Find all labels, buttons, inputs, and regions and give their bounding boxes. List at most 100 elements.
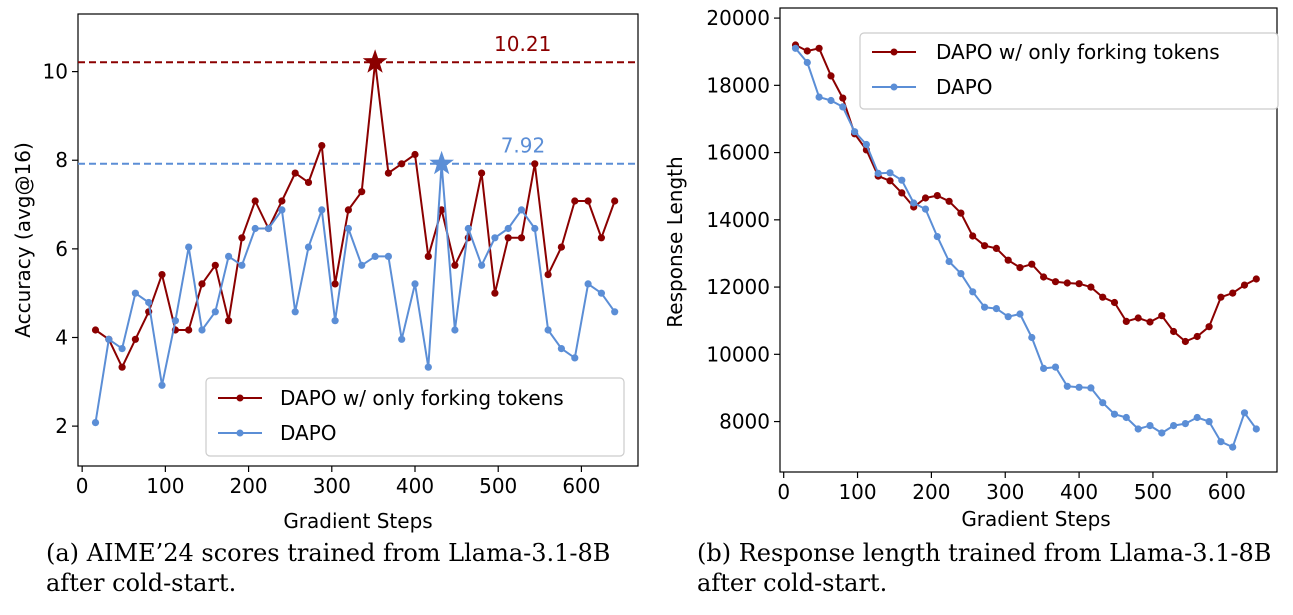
x-axis-ticks: 0 100 200 300 400 500 600: [777, 472, 1246, 504]
data-point: [1158, 429, 1166, 437]
data-point: [238, 261, 246, 269]
series-line: [794, 47, 1258, 449]
data-point: [886, 177, 894, 185]
data-point: [251, 224, 259, 233]
data-point: [1229, 443, 1237, 451]
data-point: [211, 308, 219, 316]
data-point: [544, 271, 552, 279]
caption-a: (a) AIME’24 scores trained from Llama-3.…: [46, 538, 656, 598]
data-point: [1170, 327, 1178, 336]
data-point: [969, 288, 977, 296]
axes-frame: [779, 7, 1278, 473]
data-point: [278, 197, 286, 205]
data-point: [238, 234, 246, 242]
data-point: [398, 160, 406, 168]
axes-frame: [77, 13, 639, 467]
x-tick-label: 500: [1134, 480, 1172, 504]
y-tick-label: 20000: [706, 6, 770, 30]
data-point: [992, 305, 1000, 313]
legend-frame: [859, 32, 1279, 110]
y-tick-label: 8: [55, 148, 68, 172]
data-point: [504, 224, 512, 233]
legend: DAPO w/ only forking tokens DAPO: [859, 32, 1279, 110]
data-point: [251, 197, 259, 205]
data-point: [291, 169, 299, 177]
data-point: [531, 160, 539, 168]
data-point: [969, 232, 977, 240]
data-point: [304, 243, 313, 251]
legend: DAPO w/ only forking tokens DAPO: [205, 377, 625, 457]
caption-label: (b): [697, 539, 732, 567]
legend-swatch-marker: [890, 48, 898, 56]
data-point: [198, 326, 206, 334]
data-point: [304, 178, 313, 186]
data-point: [1252, 275, 1260, 283]
data-point: [1110, 298, 1119, 307]
data-point: [1063, 279, 1071, 287]
y-axis-ticks: 2 4 6 8 10: [43, 60, 78, 438]
data-point: [1134, 314, 1142, 322]
data-point: [211, 261, 219, 269]
data-point: [945, 197, 953, 205]
data-point: [331, 280, 339, 288]
data-point: [1181, 337, 1189, 346]
data-point: [803, 58, 811, 67]
data-point: [398, 335, 406, 343]
x-tick-label: 500: [479, 474, 517, 498]
data-point: [1170, 422, 1178, 430]
data-point: [1028, 260, 1036, 268]
data-point: [1193, 413, 1201, 422]
data-point: [898, 176, 906, 184]
data-point: [874, 169, 882, 177]
data-point: [464, 224, 472, 233]
x-tick-label: 0: [76, 474, 89, 498]
data-point: [331, 317, 339, 325]
data-point: [1051, 278, 1060, 286]
y-tick-label: 4: [55, 325, 68, 349]
reference-lines: [78, 61, 638, 165]
data-point: [451, 261, 459, 269]
best-value-label: 10.21: [494, 32, 551, 56]
y-axis-label: Response Length: [663, 156, 687, 327]
data-point: [185, 243, 193, 251]
legend-label: DAPO: [280, 421, 337, 445]
data-point: [1004, 313, 1012, 321]
data-point: [1016, 264, 1024, 272]
series-line: [94, 61, 616, 369]
response-length-chart: 0 100 200 300 400 500 600 8000 10000 12000 14000 1…: [663, 6, 1279, 531]
data-point: [438, 206, 446, 214]
data-point: [1110, 410, 1119, 418]
data-point: [424, 252, 432, 260]
series: [791, 44, 1260, 451]
data-point: [185, 326, 193, 334]
data-point: [1205, 323, 1213, 331]
x-axis-ticks: 0 100 200 300 400 500 600: [76, 466, 601, 498]
data-point: [531, 224, 539, 233]
y-tick-label: 18000: [706, 73, 770, 97]
data-point: [1063, 382, 1071, 390]
data-point: [1016, 310, 1024, 318]
x-tick-label: 300: [986, 480, 1024, 504]
data-point: [992, 244, 1000, 252]
data-point: [584, 280, 592, 288]
data-point: [411, 150, 419, 159]
series: [91, 160, 619, 427]
data-point: [1040, 273, 1048, 281]
y-axis-label: Accuracy (avg@16): [11, 142, 35, 338]
data-point: [1099, 293, 1107, 301]
x-tick-label: 600: [562, 474, 600, 498]
x-tick-label: 400: [396, 474, 434, 498]
data-point: [358, 261, 366, 269]
data-point: [264, 224, 273, 233]
data-point: [91, 419, 100, 427]
data-point: [225, 252, 233, 260]
x-tick-label: 200: [229, 474, 267, 498]
data-point: [517, 206, 526, 214]
data-point: [957, 209, 965, 217]
x-axis-label: Gradient Steps: [961, 507, 1110, 531]
x-tick-label: 300: [313, 474, 351, 498]
data-point: [131, 335, 139, 343]
data-point: [504, 234, 512, 242]
plot-area: [779, 7, 1278, 473]
data-point: [957, 270, 965, 278]
